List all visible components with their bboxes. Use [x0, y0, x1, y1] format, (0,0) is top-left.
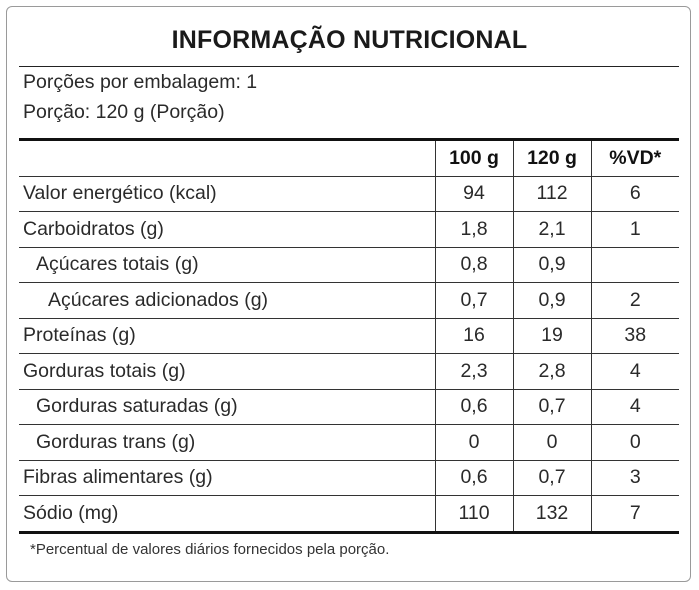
value-100g: 16 [434, 318, 513, 354]
header-120g: 120 g [512, 141, 591, 176]
serving-size: Porção: 120 g (Porção) [23, 101, 225, 123]
nutrient-name: Gorduras totais (g) [23, 359, 186, 382]
table-row: Sódio (mg) 110 132 7 [19, 495, 679, 532]
value-100g: 0,6 [434, 460, 513, 496]
table-header-row: 100 g 120 g %VD* [19, 141, 679, 176]
table-row: Valor energético (kcal) 94 112 6 [19, 176, 679, 212]
value-vd: 3 [590, 460, 679, 496]
value-100g: 0,6 [434, 389, 513, 425]
value-vd: 38 [590, 318, 679, 354]
nutrition-panel [6, 6, 691, 582]
table-row: Gorduras totais (g) 2,3 2,8 4 [19, 353, 679, 389]
page-title: INFORMAÇÃO NUTRICIONAL [171, 26, 528, 54]
servings-per-package: Porções por embalagem: 1 [23, 71, 258, 93]
table-row: Açúcares totais (g) 0,8 0,9 [19, 247, 679, 283]
nutrient-name: Fibras alimentares (g) [23, 466, 213, 489]
nutrient-name: Sódio (mg) [23, 501, 119, 524]
value-vd: 4 [590, 389, 679, 425]
value-120g: 0,9 [512, 282, 591, 318]
value-120g: 0,7 [512, 389, 591, 425]
nutrient-name: Proteínas (g) [23, 324, 136, 347]
table-row: Proteínas (g) 16 19 38 [19, 318, 679, 354]
table-row: Gorduras trans (g) 0 0 0 [19, 424, 679, 460]
nutrient-name: Açúcares adicionados (g) [48, 288, 269, 311]
table-row: Carboidratos (g) 1,8 2,1 1 [19, 211, 679, 247]
value-120g: 112 [512, 176, 591, 212]
value-120g: 2,1 [512, 211, 591, 247]
nutrient-name: Carboidratos (g) [23, 217, 164, 240]
value-120g: 0,7 [512, 460, 591, 496]
value-vd: 4 [590, 353, 679, 389]
value-120g: 2,8 [512, 353, 591, 389]
title-divider [19, 66, 679, 67]
value-120g: 19 [512, 318, 591, 354]
value-vd: 0 [590, 424, 679, 460]
value-vd: 2 [590, 282, 679, 318]
value-100g: 0 [434, 424, 513, 460]
value-120g: 132 [512, 495, 591, 532]
table-row: Açúcares adicionados (g) 0,7 0,9 2 [19, 282, 679, 318]
footnote: *Percentual de valores diários fornecido… [30, 541, 390, 558]
value-100g: 0,8 [434, 247, 513, 283]
table-row: Fibras alimentares (g) 0,6 0,7 3 [19, 460, 679, 496]
value-100g: 2,3 [434, 353, 513, 389]
value-120g: 0 [512, 424, 591, 460]
header-100g: 100 g [434, 141, 513, 176]
table-top-divider [19, 138, 679, 141]
nutrient-name: Valor energético (kcal) [23, 182, 217, 205]
value-vd [590, 247, 679, 283]
nutrition-table: 100 g 120 g %VD* Valor energético (kcal)… [19, 141, 679, 534]
header-nutrient [19, 141, 435, 176]
nutrient-name: Açúcares totais (g) [36, 253, 199, 276]
header-vd: %VD* [590, 141, 679, 176]
value-100g: 1,8 [434, 211, 513, 247]
nutrient-name: Gorduras saturadas (g) [36, 395, 238, 418]
table-row: Gorduras saturadas (g) 0,6 0,7 4 [19, 389, 679, 425]
value-120g: 0,9 [512, 247, 591, 283]
value-vd: 7 [590, 495, 679, 532]
value-100g: 110 [434, 495, 513, 532]
nutrient-name: Gorduras trans (g) [36, 430, 196, 453]
value-100g: 94 [434, 176, 513, 212]
value-100g: 0,7 [434, 282, 513, 318]
value-vd: 1 [590, 211, 679, 247]
value-vd: 6 [590, 176, 679, 212]
